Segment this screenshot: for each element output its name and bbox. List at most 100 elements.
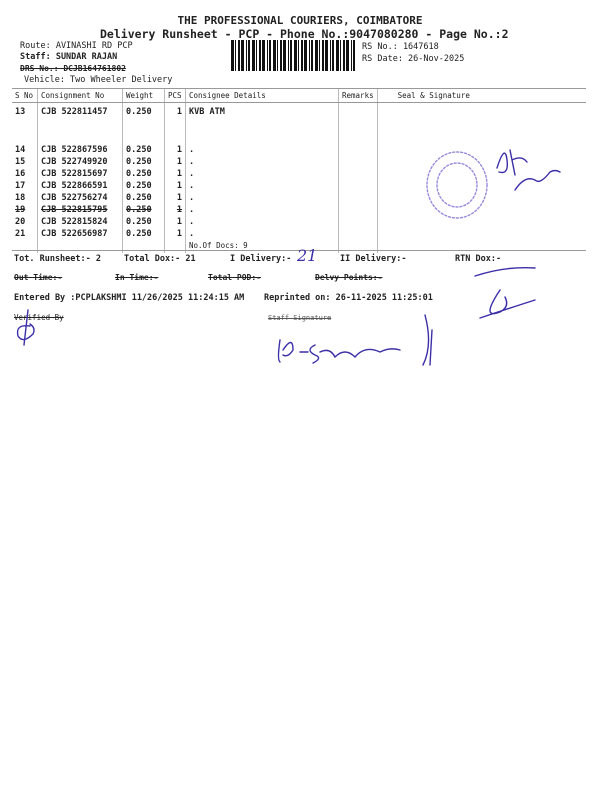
verified-signature — [16, 309, 35, 346]
cell-sno: 17 — [15, 181, 26, 191]
runsheet-title: Delivery Runsheet - PCP - Phone No.:9047… — [100, 27, 509, 41]
cell-consignee: . — [185, 193, 339, 205]
cell-remarks — [338, 205, 378, 217]
table-row: 20 CJB 522815824 0.250 1. — [12, 217, 586, 229]
cell-remarks — [338, 193, 378, 205]
cell-consignee: KVB ATM — [185, 102, 339, 145]
barcode-bar — [325, 40, 328, 71]
cell-remarks — [338, 157, 378, 169]
cell-sno: 15 — [15, 157, 26, 167]
cell-pcs: 1 — [164, 145, 186, 157]
barcode-bar — [343, 40, 345, 71]
in-time: In Time:- — [115, 273, 159, 282]
barcode-bar — [294, 40, 297, 71]
barcode-bar — [353, 40, 355, 71]
i-delivery-handwritten: 21 — [297, 246, 318, 265]
cell-pcs: 1 — [164, 217, 186, 229]
barcode-bar — [273, 40, 276, 71]
cell-pcs: 1 — [164, 157, 186, 169]
barcode-bar — [238, 40, 240, 71]
table-row: 19 CJB 522815795 0.250 1. — [12, 205, 586, 217]
rs-date: RS Date: 26-Nov-2025 — [362, 54, 465, 64]
cell-seal — [376, 102, 586, 145]
barcode-bar — [252, 40, 255, 71]
drs-no: DRS No.: DCJB164761802 — [20, 64, 126, 73]
barcode — [231, 40, 355, 71]
barcode-bar — [319, 40, 320, 71]
cell-seal — [376, 157, 586, 169]
total-dox: Total Dox:- 21 — [124, 254, 196, 264]
staff-signature — [277, 314, 433, 366]
barcode-bar — [290, 40, 292, 71]
i-delivery: I Delivery:- — [230, 254, 292, 264]
cell-cn: CJB 522815697 — [37, 169, 123, 181]
seal-initials — [496, 149, 561, 191]
cell-sno: 18 — [15, 193, 26, 203]
cell-sno: 13 — [15, 107, 26, 117]
table-divider — [12, 250, 586, 251]
barcode-bar — [311, 40, 313, 71]
ii-delivery: II Delivery:- — [340, 254, 407, 264]
route: Route: AVINASHI RD PCP — [20, 41, 133, 51]
cell-weight: 0.250 — [122, 229, 165, 241]
table-row: 15 CJB 522749920 0.250 1. — [12, 157, 586, 169]
margin-signature — [474, 266, 536, 319]
barcode-bar — [231, 40, 234, 71]
barcode-bar — [269, 40, 271, 71]
cell-weight: 0.250 — [122, 169, 165, 181]
vehicle: Vehicle: Two Wheeler Delivery — [24, 75, 173, 85]
barcode-bar — [304, 40, 307, 71]
col-sno: S No — [12, 88, 38, 103]
cell-sno: 19 — [15, 205, 26, 215]
out-time: Out Time:- — [14, 273, 63, 282]
table-row: 18 CJB 522756274 0.250 1. — [12, 193, 586, 205]
cell-seal — [376, 229, 586, 241]
cell-seal — [376, 145, 586, 157]
cell-cn: CJB 522815795 — [37, 205, 123, 217]
barcode-bar — [332, 40, 334, 71]
cell-sno: 20 — [15, 217, 26, 227]
col-pcs: PCS — [164, 88, 186, 103]
cell-weight: 0.250 — [122, 193, 165, 205]
col-seal: Seal & Signature — [376, 88, 586, 103]
cell-weight: 0.250 — [122, 102, 165, 145]
cell-pcs: 1 — [164, 181, 186, 193]
col-weight: Weight — [122, 88, 165, 103]
barcode-bar — [235, 40, 236, 71]
cell-seal — [376, 217, 586, 229]
cell-consignee: . — [185, 229, 339, 241]
barcode-bar — [262, 40, 265, 71]
total-pod: Total POD:- — [208, 273, 261, 282]
barcode-bar — [283, 40, 286, 71]
company-name: THE PROFESSIONAL COURIERS, COIMBATORE — [177, 14, 423, 27]
barcode-bar — [288, 40, 289, 71]
delivery-stamp — [426, 151, 488, 219]
barcode-bar — [330, 40, 331, 71]
cell-cn: CJB 522749920 — [37, 157, 123, 169]
cell-remarks — [338, 229, 378, 241]
staff-signature-label: Staff Signature — [268, 314, 332, 322]
barcode-bar — [315, 40, 318, 71]
barcode-bar — [346, 40, 349, 71]
barcode-bar — [246, 40, 247, 71]
barcode-bar — [309, 40, 310, 71]
barcode-bar — [336, 40, 339, 71]
cell-weight: 0.250 — [122, 145, 165, 157]
cell-consignee: . — [185, 181, 339, 193]
table-row: 14 CJB 522867596 0.250 1. — [12, 145, 586, 157]
col-remarks: Remarks — [338, 88, 378, 103]
table-row: 13 CJB 522811457 0.250 1 KVB ATM — [12, 102, 586, 145]
cell-weight: 0.250 — [122, 205, 165, 217]
barcode-bar — [256, 40, 257, 71]
barcode-bar — [351, 40, 352, 71]
cell-seal — [376, 205, 586, 217]
cell-pcs: 1 — [164, 169, 186, 181]
cell-cn: CJB 522867596 — [37, 145, 123, 157]
cell-consignee: . — [185, 217, 339, 229]
cell-cn: CJB 522815824 — [37, 217, 123, 229]
cell-weight: 0.250 — [122, 217, 165, 229]
verified-by: Verified By — [14, 313, 64, 322]
cell-weight: 0.250 — [122, 181, 165, 193]
cell-remarks — [338, 145, 378, 157]
